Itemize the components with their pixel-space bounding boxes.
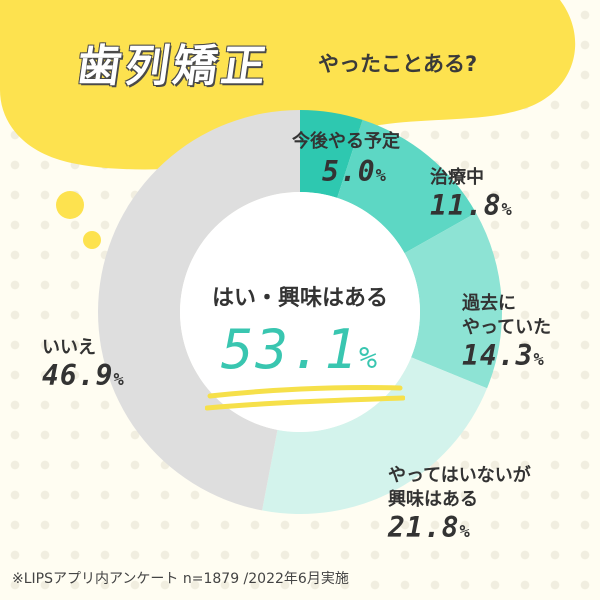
donut-slice-no <box>98 110 301 511</box>
donut-slice-plan <box>300 110 363 198</box>
center-label: はい・興味はある <box>211 286 388 311</box>
donut-slice-past <box>404 212 502 389</box>
center-value-unit: % <box>358 341 380 376</box>
center-value-number: 53.1 <box>220 318 359 381</box>
slice-label-no: いいえ 46.9% <box>42 337 125 392</box>
thought-bubble <box>0 0 576 249</box>
highlight-underline <box>205 384 405 411</box>
donut-slice-interested <box>262 357 488 514</box>
center-value: 53.1% <box>200 318 400 381</box>
slice-label-interested: やってはいないが 興味はある 21.8% <box>388 465 531 544</box>
title-sub: やったことある? <box>318 52 478 76</box>
donut-chart <box>98 110 502 514</box>
slice-label-treating: 治療中 11.8% <box>430 167 513 222</box>
slice-label-past: 過去に やっていた 14.3% <box>462 293 552 372</box>
slice-value-plan: 5.0% <box>322 155 387 188</box>
donut-hole <box>180 192 420 432</box>
footnote: ※LIPSアプリ内アンケート n=1879 /2022年6月実施 <box>12 571 349 587</box>
title-main: 歯列矯正 <box>73 41 273 92</box>
donut-slice-treating <box>337 119 476 254</box>
slice-label-plan: 今後やる予定 <box>292 131 400 152</box>
